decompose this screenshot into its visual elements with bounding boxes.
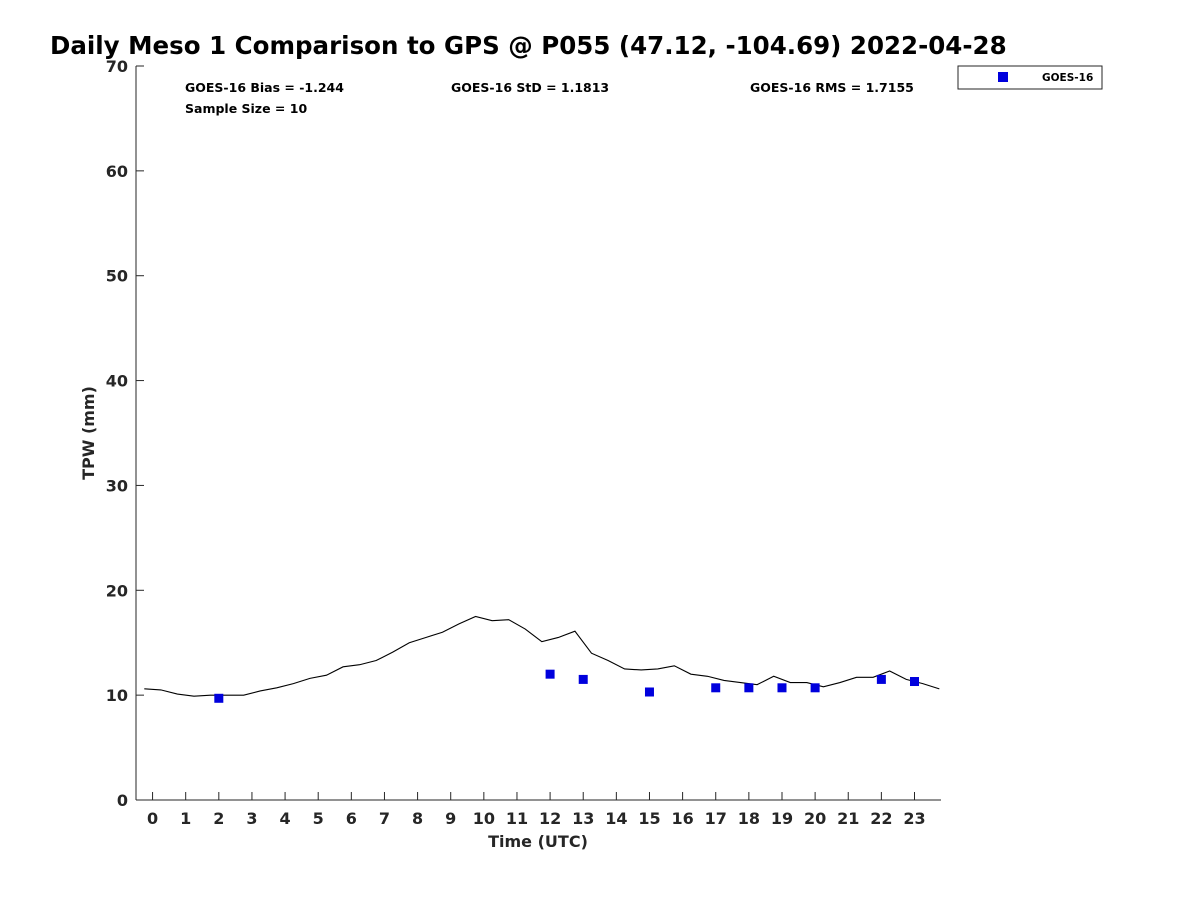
x-tick-label: 15 bbox=[638, 809, 660, 828]
y-axis-label: TPW (mm) bbox=[79, 386, 98, 480]
goes16-point bbox=[810, 683, 820, 693]
stat-std: GOES-16 StD = 1.1813 bbox=[451, 80, 609, 95]
x-tick-label: 6 bbox=[346, 809, 357, 828]
x-tick-label: 12 bbox=[539, 809, 561, 828]
y-tick-label: 60 bbox=[106, 162, 128, 181]
chart-title: Daily Meso 1 Comparison to GPS @ P055 (4… bbox=[50, 31, 1007, 60]
x-tick-label: 1 bbox=[180, 809, 191, 828]
legend-box bbox=[957, 65, 1103, 90]
y-tick-label: 30 bbox=[106, 476, 128, 495]
goes16-point bbox=[578, 674, 588, 684]
x-axis-label: Time (UTC) bbox=[488, 832, 588, 851]
goes-series-layer bbox=[214, 669, 919, 703]
x-tick-label: 9 bbox=[445, 809, 456, 828]
x-tick-label: 2 bbox=[213, 809, 224, 828]
gps-series-layer bbox=[144, 615, 940, 697]
y-tick-label: 50 bbox=[106, 267, 128, 286]
goes16-point bbox=[876, 674, 886, 684]
x-tick-label: 13 bbox=[572, 809, 594, 828]
legend-marker-goes16 bbox=[998, 72, 1008, 82]
x-tick-label: 8 bbox=[412, 809, 423, 828]
y-tick-label: 20 bbox=[106, 581, 128, 600]
goes16-point bbox=[744, 683, 754, 693]
x-tick-label: 7 bbox=[379, 809, 390, 828]
x-tick-label: 18 bbox=[738, 809, 760, 828]
goes16-point bbox=[909, 677, 919, 687]
stat-rms: GOES-16 RMS = 1.7155 bbox=[750, 80, 914, 95]
goes16-point bbox=[711, 683, 721, 693]
goes16-point bbox=[644, 687, 654, 697]
goes16-point bbox=[777, 683, 787, 693]
x-tick-label: 20 bbox=[804, 809, 826, 828]
y-tick-label: 0 bbox=[117, 791, 128, 810]
y-tick-label: 10 bbox=[106, 686, 128, 705]
x-tick-label: 19 bbox=[771, 809, 793, 828]
x-tick-label: 14 bbox=[605, 809, 627, 828]
x-tick-label: 11 bbox=[506, 809, 528, 828]
goes16-point bbox=[545, 669, 555, 679]
gps-tpw-line bbox=[144, 615, 940, 697]
x-tick-label: 10 bbox=[473, 809, 495, 828]
goes16-point bbox=[214, 693, 224, 703]
stat-sample-size: Sample Size = 10 bbox=[185, 101, 307, 116]
legend-label-goes16: GOES-16 bbox=[1042, 72, 1093, 84]
x-tick-label: 3 bbox=[246, 809, 257, 828]
x-tick-label: 17 bbox=[705, 809, 727, 828]
x-tick-label: 5 bbox=[313, 809, 324, 828]
x-tick-label: 16 bbox=[671, 809, 693, 828]
x-tick-label: 21 bbox=[837, 809, 859, 828]
x-tick-label: 22 bbox=[870, 809, 892, 828]
stat-bias: GOES-16 Bias = -1.244 bbox=[185, 80, 344, 95]
x-tick-label: 4 bbox=[280, 809, 291, 828]
y-tick-label: 40 bbox=[106, 372, 128, 391]
y-tick-label: 70 bbox=[106, 57, 128, 76]
x-tick-label: 0 bbox=[147, 809, 158, 828]
legend: GOES-16 bbox=[957, 65, 1103, 90]
x-tick-label: 23 bbox=[903, 809, 925, 828]
